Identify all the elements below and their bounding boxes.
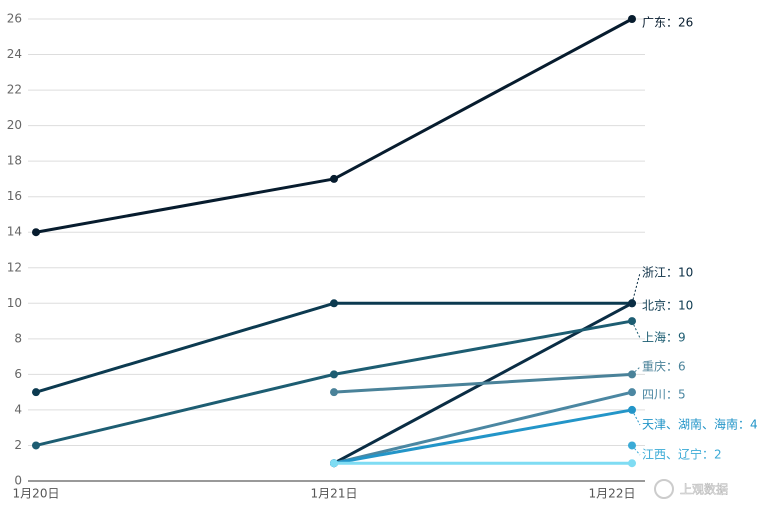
y-tick-label: 2 (14, 438, 22, 452)
watermark-icon (654, 479, 674, 499)
data-point (32, 388, 40, 397)
y-tick-label: 26 (7, 12, 22, 26)
data-point (628, 459, 636, 468)
y-tick-label: 18 (7, 154, 22, 168)
y-tick-label: 12 (7, 260, 22, 274)
leader-line (631, 409, 641, 426)
y-tick-label: 10 (7, 296, 22, 310)
data-point (32, 441, 40, 450)
data-point (330, 459, 338, 468)
series-line (333, 372, 633, 394)
y-tick-label: 22 (7, 83, 22, 97)
end-label: 广东：26 (642, 16, 693, 30)
y-tick-label: 0 (14, 474, 22, 488)
x-tick-label: 1月21日 (311, 487, 358, 501)
y-tick-label: 6 (14, 367, 22, 381)
end-label: 江西、辽宁：2 (642, 447, 722, 462)
data-point (32, 228, 40, 237)
y-tick-label: 16 (7, 189, 22, 203)
end-label: 天津、湖南、海南：4 (642, 417, 758, 432)
data-point (330, 174, 338, 183)
end-label: 上海：9 (642, 330, 686, 345)
data-point (330, 299, 338, 308)
y-tick-label: 14 (7, 225, 22, 239)
end-label: 北京：10 (642, 299, 693, 313)
end-label: 浙江：10 (642, 266, 693, 280)
x-tick-label: 1月20日 (13, 487, 60, 501)
watermark: 上观数据 (680, 482, 728, 497)
series-line (333, 408, 633, 465)
leader-line (631, 272, 641, 304)
leader-line (631, 366, 641, 375)
series-line (333, 390, 633, 465)
end-label: 重庆：6 (642, 360, 686, 374)
leader-line (631, 445, 641, 456)
x-tick-label: 1月22日 (589, 487, 636, 501)
y-tick-label: 20 (7, 118, 22, 132)
data-point (628, 15, 636, 23)
data-point (330, 388, 338, 397)
end-label: 四川：5 (642, 388, 686, 402)
data-point (330, 370, 338, 379)
data-point (628, 388, 636, 397)
y-tick-label: 8 (14, 331, 22, 345)
leader-line (631, 320, 641, 339)
y-tick-label: 24 (7, 47, 22, 61)
y-tick-label: 4 (14, 402, 22, 416)
